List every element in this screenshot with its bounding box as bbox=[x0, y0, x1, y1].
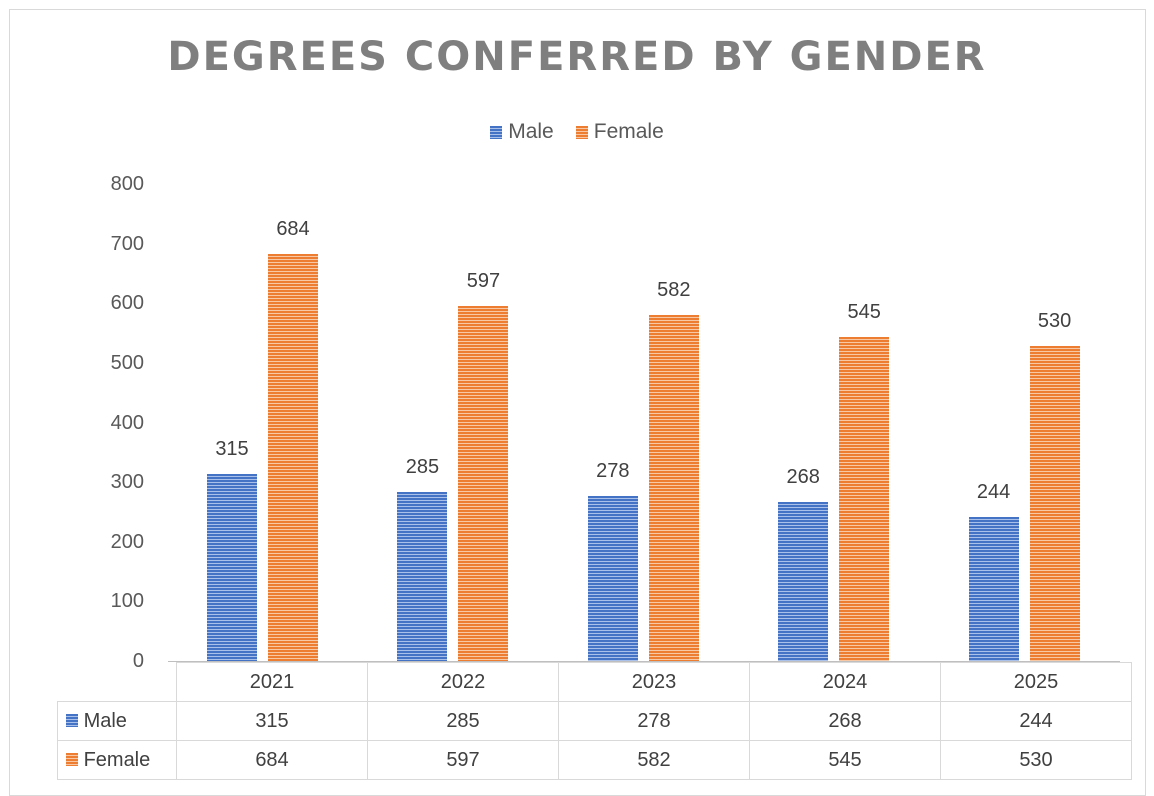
data-label: 597 bbox=[466, 270, 501, 293]
x-axis-line bbox=[168, 661, 1120, 662]
year-cell: 2024 bbox=[749, 662, 941, 702]
male-swatch-icon bbox=[66, 713, 78, 727]
data-label: 285 bbox=[405, 456, 440, 479]
bar-female-2025 bbox=[1029, 345, 1080, 662]
data-label: 582 bbox=[657, 278, 691, 301]
bar-female-2021 bbox=[268, 254, 318, 662]
chart-title: DEGREES CONFERRED BY GENDER bbox=[167, 34, 987, 80]
y-tick-label: 0 bbox=[132, 650, 144, 672]
table-row-male: Male 315 285 278 268 244 bbox=[57, 701, 1132, 741]
bar-female-2022 bbox=[458, 306, 509, 662]
row-header-female: Female bbox=[57, 740, 177, 780]
row-header-male: Male bbox=[57, 701, 177, 741]
bar-male-2021 bbox=[207, 474, 257, 662]
value-cell: 285 bbox=[367, 701, 559, 741]
y-tick-label: 200 bbox=[110, 530, 144, 553]
data-label: 684 bbox=[276, 218, 310, 241]
value-cell: 244 bbox=[940, 701, 1132, 741]
y-tick-label: 500 bbox=[110, 351, 144, 374]
y-tick-label: 100 bbox=[110, 590, 144, 613]
legend-item-female: Female bbox=[575, 120, 664, 144]
value-cell: 545 bbox=[749, 740, 941, 780]
legend: Male Female bbox=[0, 120, 1154, 144]
data-table: 2021 2022 2023 2024 2025 Male 315 285 27… bbox=[57, 662, 1132, 780]
y-tick-label: 700 bbox=[110, 232, 144, 255]
data-label: 278 bbox=[596, 460, 630, 483]
value-cell: 530 bbox=[940, 740, 1132, 780]
y-tick-label: 400 bbox=[110, 411, 144, 434]
value-cell: 597 bbox=[367, 740, 559, 780]
legend-item-male: Male bbox=[490, 120, 554, 144]
y-tick-label: 300 bbox=[110, 471, 144, 494]
year-cell: 2022 bbox=[367, 662, 559, 702]
male-swatch-icon bbox=[490, 125, 503, 139]
year-cell: 2021 bbox=[176, 662, 368, 702]
bar-male-2022 bbox=[397, 492, 448, 662]
data-label: 530 bbox=[1037, 309, 1072, 332]
table-row-female: Female 684 597 582 545 530 bbox=[57, 740, 1132, 780]
value-cell: 684 bbox=[176, 740, 368, 780]
bar-male-2024 bbox=[778, 502, 829, 662]
data-label: 545 bbox=[847, 301, 881, 324]
bar-male-2023 bbox=[587, 496, 638, 662]
value-cell: 582 bbox=[558, 740, 750, 780]
value-cell: 278 bbox=[558, 701, 750, 741]
data-label: 244 bbox=[976, 480, 1011, 503]
year-cell: 2023 bbox=[558, 662, 750, 702]
bar-male-2025 bbox=[968, 516, 1019, 662]
table-header-row: 2021 2022 2023 2024 2025 bbox=[58, 662, 1132, 702]
value-cell: 315 bbox=[176, 701, 368, 741]
y-tick-label: 600 bbox=[110, 292, 144, 315]
y-tick-label: 800 bbox=[110, 173, 144, 195]
year-cell: 2025 bbox=[940, 662, 1132, 702]
female-swatch-icon bbox=[66, 752, 78, 766]
female-swatch-icon bbox=[575, 125, 588, 139]
bar-female-2023 bbox=[648, 314, 699, 662]
value-cell: 268 bbox=[749, 701, 941, 741]
bar-female-2024 bbox=[839, 337, 890, 662]
data-label: 268 bbox=[786, 466, 820, 489]
data-label: 315 bbox=[215, 438, 249, 461]
